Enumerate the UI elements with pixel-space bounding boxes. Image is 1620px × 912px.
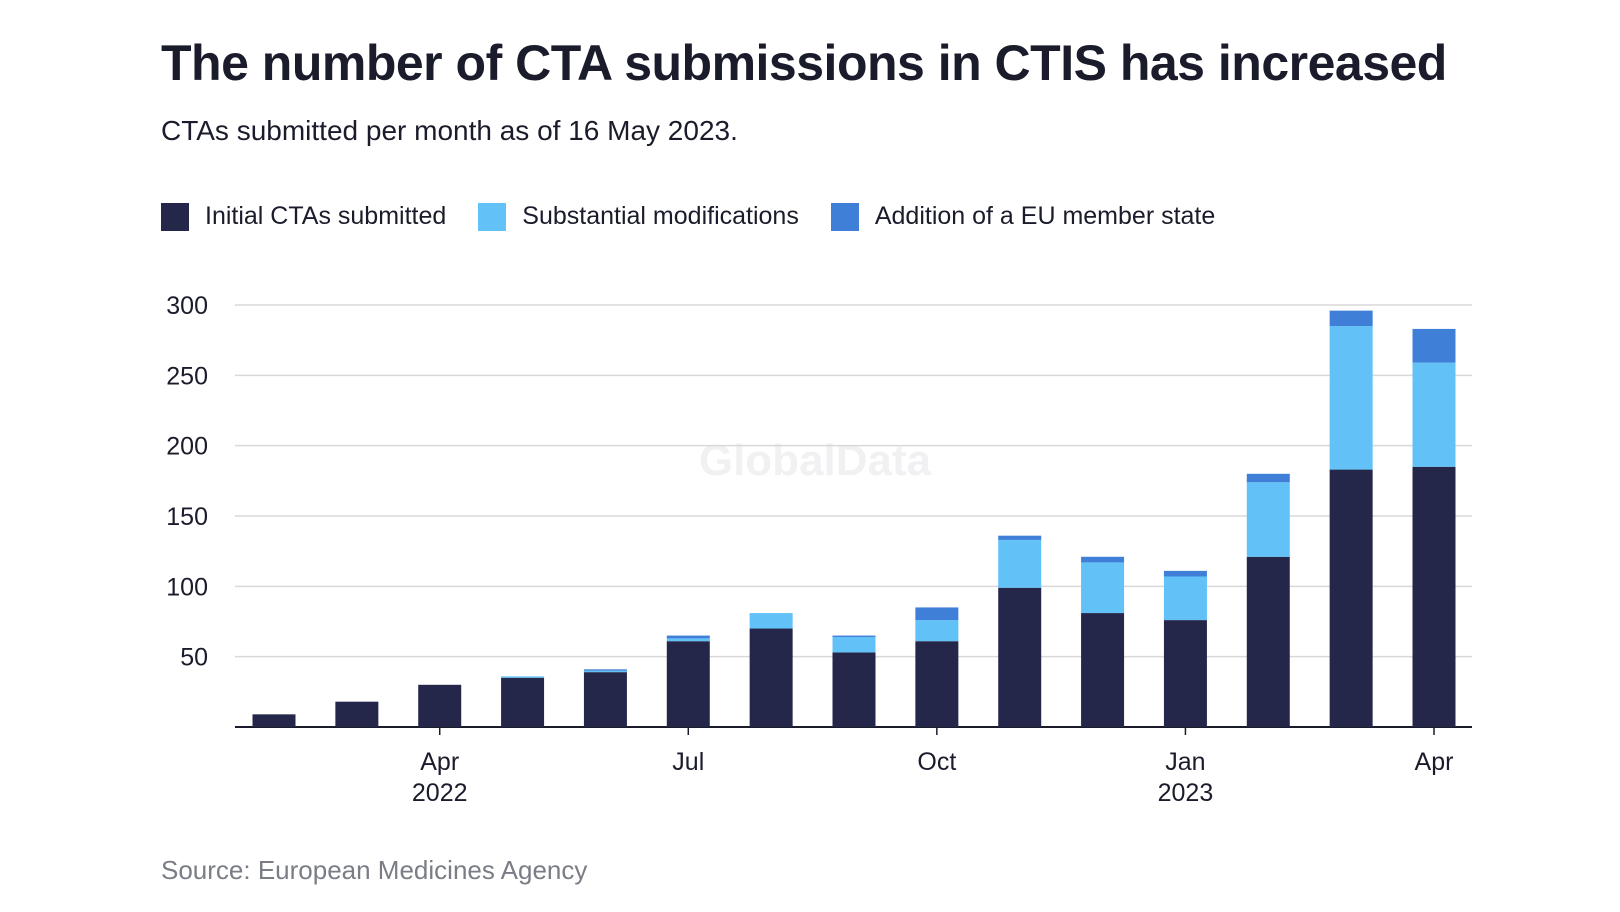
- bar-segment-initial: [1412, 466, 1456, 727]
- bar-segment-addition: [915, 607, 959, 621]
- bar-segment-initial: [1246, 556, 1290, 727]
- x-axis-ticks: Apr 2022 Jul Oct Jan 2023 Apr: [412, 727, 1454, 807]
- y-axis-ticks: 50 100 150 200 250 300: [166, 292, 208, 672]
- bar-segment-modifications: [666, 638, 710, 642]
- bar-segment-modifications: [1329, 326, 1373, 470]
- x-tick-label: Jul: [672, 748, 704, 776]
- bar-segment-initial: [749, 628, 793, 727]
- bar-segment-addition: [1163, 570, 1207, 577]
- bar-segment-modifications: [1163, 576, 1207, 621]
- legend-label-addition: Addition of a EU member state: [874, 202, 1216, 230]
- bar-segment-addition: [583, 669, 627, 671]
- bar-segment-modifications: [583, 670, 627, 673]
- bar-segment-initial: [252, 714, 296, 727]
- bar-segment-initial: [418, 684, 462, 727]
- legend-item-modifications: Substantial modifications: [478, 202, 799, 231]
- bar-segment-modifications: [1246, 482, 1290, 557]
- legend-label-initial: Initial CTAs submitted: [205, 202, 447, 230]
- bar-segment-modifications: [832, 636, 876, 653]
- legend-swatch-initial: [161, 202, 189, 231]
- bar-segment-initial: [501, 677, 545, 727]
- y-tick-label: 100: [166, 573, 208, 601]
- legend-swatch-modifications: [478, 202, 507, 231]
- watermark-text: GlobalData: [699, 436, 932, 485]
- legend-item-addition: Addition of a EU member state: [830, 202, 1216, 231]
- y-tick-label: 50: [180, 644, 208, 672]
- x-tick-year-label: 2022: [412, 779, 468, 807]
- bar-segment-modifications: [915, 620, 959, 642]
- chart-title: The number of CTA submissions in CTIS ha…: [161, 35, 1447, 91]
- bar-segment-initial: [915, 641, 959, 727]
- bars: [252, 310, 1456, 727]
- bar-segment-initial: [1163, 620, 1207, 727]
- bar-segment-modifications: [749, 613, 793, 629]
- x-tick-label: Oct: [917, 748, 956, 776]
- bar-segment-addition: [1412, 328, 1456, 363]
- bar-segment-initial: [583, 672, 627, 727]
- y-tick-label: 200: [166, 433, 208, 461]
- bar-segment-initial: [1329, 469, 1373, 727]
- x-tick-label: Apr: [420, 748, 459, 776]
- chart-legend: Initial CTAs submitted Substantial modif…: [161, 202, 1247, 231]
- x-tick-year-label: 2023: [1158, 779, 1214, 807]
- bar-segment-addition: [832, 635, 876, 637]
- bar-segment-addition: [1329, 310, 1373, 327]
- y-tick-label: 250: [166, 362, 208, 390]
- legend-label-modifications: Substantial modifications: [522, 202, 799, 230]
- bar-segment-addition: [1246, 473, 1290, 483]
- bar-segment-initial: [335, 701, 379, 727]
- bar-segment-initial: [998, 587, 1042, 727]
- y-tick-label: 300: [166, 292, 208, 320]
- bar-segment-modifications: [1081, 562, 1125, 614]
- chart-subtitle: CTAs submitted per month as of 16 May 20…: [161, 115, 738, 146]
- bar-segment-addition: [666, 635, 710, 639]
- x-tick-label: Jan: [1165, 748, 1205, 776]
- bar-segment-modifications: [998, 539, 1042, 588]
- bar-segment-initial: [1081, 613, 1125, 727]
- legend-item-initial: Initial CTAs submitted: [161, 202, 446, 231]
- bar-segment-addition: [998, 535, 1042, 540]
- x-tick-label: Apr: [1415, 748, 1454, 776]
- bar-segment-modifications: [501, 676, 545, 678]
- source-note: Source: European Medicines Agency: [161, 855, 588, 885]
- bar-segment-initial: [666, 641, 710, 727]
- legend-swatch-addition: [830, 202, 859, 231]
- bar-segment-addition: [1081, 556, 1125, 563]
- y-tick-label: 150: [166, 503, 208, 531]
- bar-segment-initial: [832, 652, 876, 727]
- bar-segment-modifications: [1412, 362, 1456, 467]
